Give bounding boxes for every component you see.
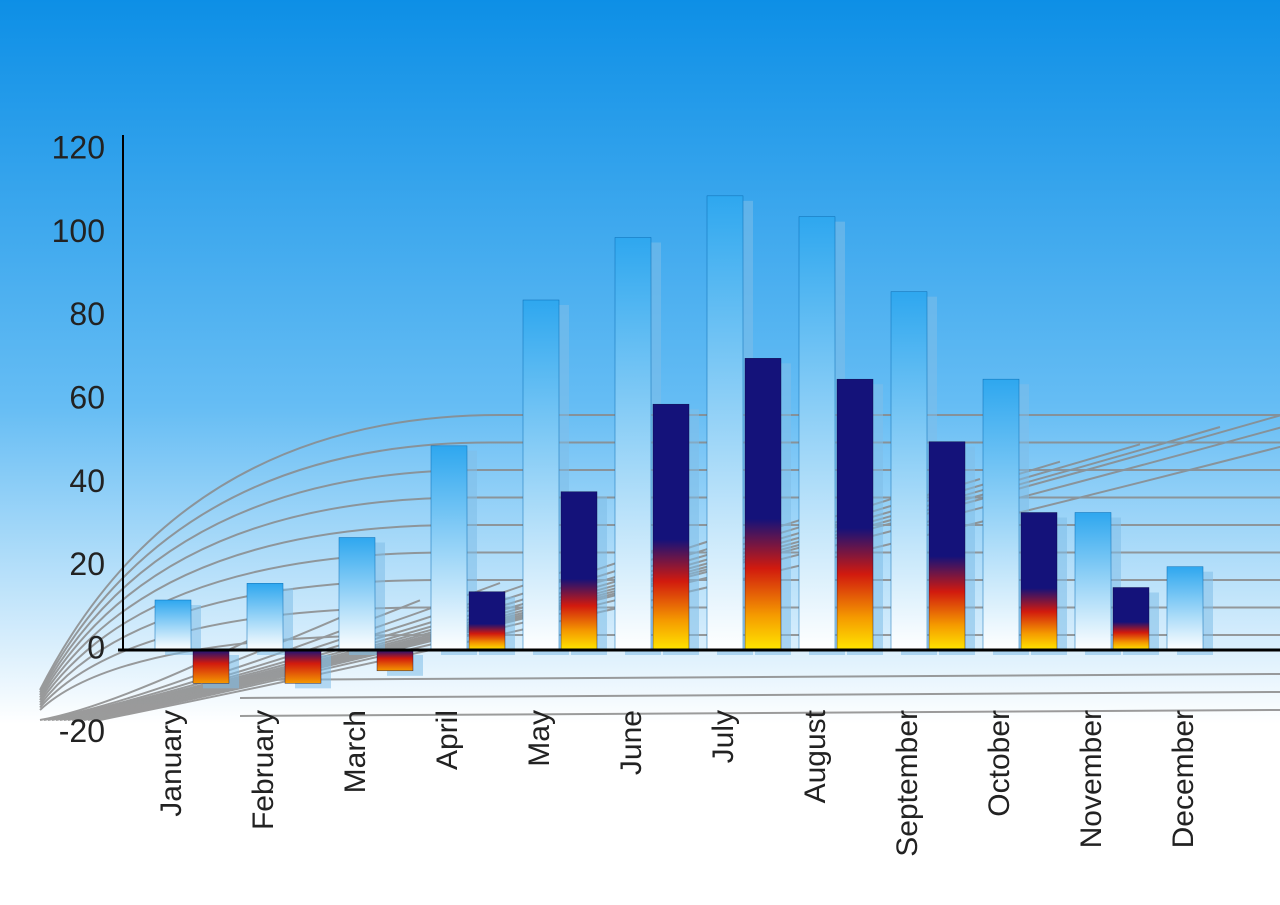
bar-series-a [983, 379, 1019, 650]
bar-series-a [431, 446, 467, 650]
month-label: April [431, 710, 464, 770]
month-label: August [799, 709, 832, 803]
month-label: September [891, 710, 924, 857]
month-label: May [523, 710, 556, 767]
y-tick-label: 20 [69, 546, 105, 582]
bar-series-a [891, 292, 927, 650]
y-tick-label: 100 [52, 213, 105, 249]
bar-series-b [193, 650, 229, 683]
bar-series-b [837, 379, 873, 650]
month-label: June [615, 710, 648, 775]
y-tick-label: 120 [52, 129, 105, 165]
month-label: February [247, 710, 280, 830]
bar-series-a [155, 600, 191, 650]
chart-container: -20 0 20 40 60 80 100 120 January February March Ap… [0, 0, 1280, 905]
y-tick-label: 40 [69, 463, 105, 499]
y-tick-label: 60 [69, 379, 105, 415]
bar-series-a [339, 538, 375, 651]
bar-series-b [469, 592, 505, 650]
bar-series-b [745, 358, 781, 650]
bar-series-a [523, 300, 559, 650]
bar-series-b [653, 404, 689, 650]
y-tick-label: 0 [87, 629, 105, 665]
month-label: July [707, 710, 740, 763]
bar-series-a [1167, 567, 1203, 650]
y-tick-label: -20 [59, 713, 105, 749]
bar-series-a [799, 217, 835, 650]
bar-series-b [285, 650, 321, 683]
bar-series-a [1075, 513, 1111, 651]
month-label: December [1167, 710, 1200, 848]
bar-series-a [707, 196, 743, 650]
bar-series-b [561, 492, 597, 650]
month-label: November [1075, 710, 1108, 848]
month-label: October [983, 710, 1016, 817]
bar-series-b [929, 442, 965, 650]
y-tick-label: 80 [69, 296, 105, 332]
bar-series-b [1021, 513, 1057, 651]
month-label: January [155, 710, 188, 817]
chart-svg: -20 0 20 40 60 80 100 120 January February March Ap… [0, 0, 1280, 905]
bar-series-a [615, 238, 651, 651]
bar-series-b [377, 650, 413, 671]
month-label: March [339, 710, 372, 793]
bar-series-b [1113, 588, 1149, 651]
bar-series-a [247, 583, 283, 650]
